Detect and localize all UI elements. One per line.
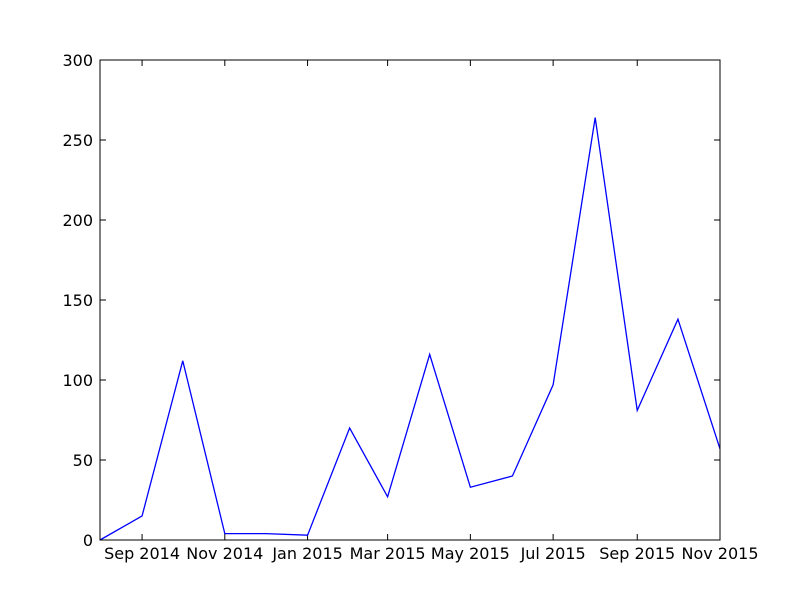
x-tick-label: May 2015 (431, 544, 510, 563)
x-tick-label: Jul 2015 (520, 544, 586, 563)
y-tick-label: 50 (73, 451, 93, 470)
x-tick-label: Mar 2015 (350, 544, 426, 563)
x-tick-label: Nov 2015 (681, 544, 758, 563)
y-tick-label: 300 (62, 51, 93, 70)
x-tick-label: Jan 2015 (271, 544, 342, 563)
plot-frame (99, 59, 721, 541)
x-tick-label: Sep 2015 (599, 544, 675, 563)
x-tick-label: Sep 2014 (104, 544, 180, 563)
series-layer (99, 117, 721, 541)
series-line (99, 117, 721, 541)
x-tick-label: Nov 2014 (186, 544, 263, 563)
y-tick-label: 150 (62, 291, 93, 310)
y-tick-label: 100 (62, 371, 93, 390)
tick-labels: Sep 2014 Nov 2014 Jan 2015 Mar 2015 May 2015… (62, 51, 758, 563)
y-tick-label: 0 (83, 531, 93, 550)
y-tick-label: 250 (62, 131, 93, 150)
y-tick-label: 200 (62, 211, 93, 230)
tick-marks (100, 59, 721, 541)
